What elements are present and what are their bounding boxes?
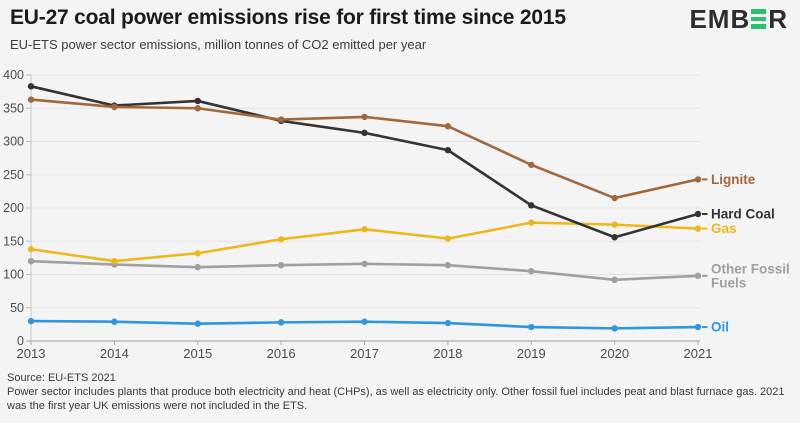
series-point-hard-coal: [194, 97, 201, 105]
y-axis-tick-label: 50: [10, 301, 24, 315]
page-title: EU-27 coal power emissions rise for firs…: [10, 6, 566, 29]
series-point-other-fossil-fuels: [611, 276, 618, 284]
emissions-line-chart: 0 50 100 150 200 250 300 350 400 2013 2014 2015 2016…: [3, 70, 790, 361]
methodology-note: Power sector includes plants that produc…: [7, 386, 785, 412]
series-point-lignite: [277, 116, 285, 123]
series-point-oil: [694, 323, 702, 331]
series-label-oil: Oil: [711, 320, 729, 335]
series-point-oil: [194, 320, 201, 327]
x-axis-tick-label: 2014: [100, 346, 129, 361]
series-point-other-fossil-fuels: [194, 263, 201, 271]
y-axis-tick-label: 350: [3, 101, 24, 115]
series-label-other-fossil-fuels: Other Fossil: [711, 261, 790, 276]
x-axis-tick-label: 2020: [600, 346, 629, 361]
series-point-other-fossil-fuels: [444, 261, 452, 269]
series-point-gas: [444, 235, 452, 242]
series-point-other-fossil-fuels: [277, 261, 285, 269]
series-point-lignite: [611, 194, 618, 202]
series-point-lignite: [361, 113, 368, 121]
series-point-other-fossil-fuels: [528, 267, 535, 275]
series-point-gas: [194, 250, 201, 257]
series-point-lignite: [111, 103, 118, 111]
series-point-oil: [611, 325, 618, 332]
series-point-oil: [27, 317, 35, 325]
y-axis-tick-label: 300: [3, 135, 24, 149]
series-label-hard-coal: Hard Coal: [711, 206, 775, 221]
x-axis-tick-label: 2018: [433, 346, 462, 361]
series-point-oil: [361, 318, 368, 325]
source-note: Source: EU-ETS 2021: [7, 372, 116, 384]
ember-logo-e-icon: [751, 7, 767, 31]
series-point-hard-coal: [27, 83, 35, 90]
y-axis-tick-label: 100: [3, 268, 24, 282]
y-axis-tick-label: 200: [3, 201, 24, 215]
series-point-gas: [611, 221, 618, 228]
ember-logo-text-emb: EMB: [689, 4, 751, 34]
series-line-hard-coal: [29, 85, 700, 239]
series-label-other-fossil-fuels: Fuels: [711, 275, 746, 290]
x-axis-tick-label: 2019: [517, 346, 546, 361]
chart-footer: Source: EU-ETS 2021 Power sector include…: [7, 372, 797, 413]
series-point-other-fossil-fuels: [361, 260, 368, 268]
y-axis-tick-label: 250: [3, 168, 24, 182]
series-point-hard-coal: [611, 234, 618, 241]
x-axis-tick-label: 2016: [267, 346, 296, 361]
y-axis-tick-label: 400: [3, 70, 24, 82]
series-point-lignite: [528, 161, 535, 168]
series-point-other-fossil-fuels: [27, 258, 35, 265]
series-point-hard-coal: [694, 210, 702, 218]
series-label-lignite: Lignite: [711, 172, 756, 187]
series-point-lignite: [194, 105, 201, 112]
x-axis-tick-label: 2013: [17, 346, 46, 361]
ember-logo: EMB R: [689, 6, 788, 32]
series-point-gas: [528, 219, 535, 226]
y-axis-tick-label: 0: [17, 334, 24, 348]
series-point-oil: [528, 323, 535, 331]
series-point-hard-coal: [444, 146, 452, 154]
series-point-oil: [444, 319, 452, 327]
series-point-hard-coal: [528, 202, 535, 209]
series-point-oil: [277, 319, 285, 326]
series-point-gas: [694, 225, 702, 232]
series-point-gas: [277, 236, 285, 243]
series-point-lignite: [27, 96, 35, 103]
chart-subtitle: EU-ETS power sector emissions, million t…: [10, 37, 427, 52]
series-point-hard-coal: [361, 129, 368, 137]
series-point-lignite: [444, 123, 452, 130]
y-axis-tick-label: 150: [3, 234, 24, 248]
series-point-gas: [361, 226, 368, 233]
x-axis-tick-label: 2021: [684, 346, 713, 361]
series-point-gas: [111, 258, 118, 265]
series-point-oil: [111, 318, 118, 325]
series-point-lignite: [694, 176, 702, 183]
series-point-gas: [27, 246, 35, 253]
series-point-other-fossil-fuels: [694, 272, 702, 280]
series-label-gas: Gas: [711, 221, 737, 236]
x-axis-tick-label: 2017: [350, 346, 379, 361]
ember-logo-text-r: R: [768, 4, 788, 34]
x-axis-tick-label: 2015: [183, 346, 212, 361]
